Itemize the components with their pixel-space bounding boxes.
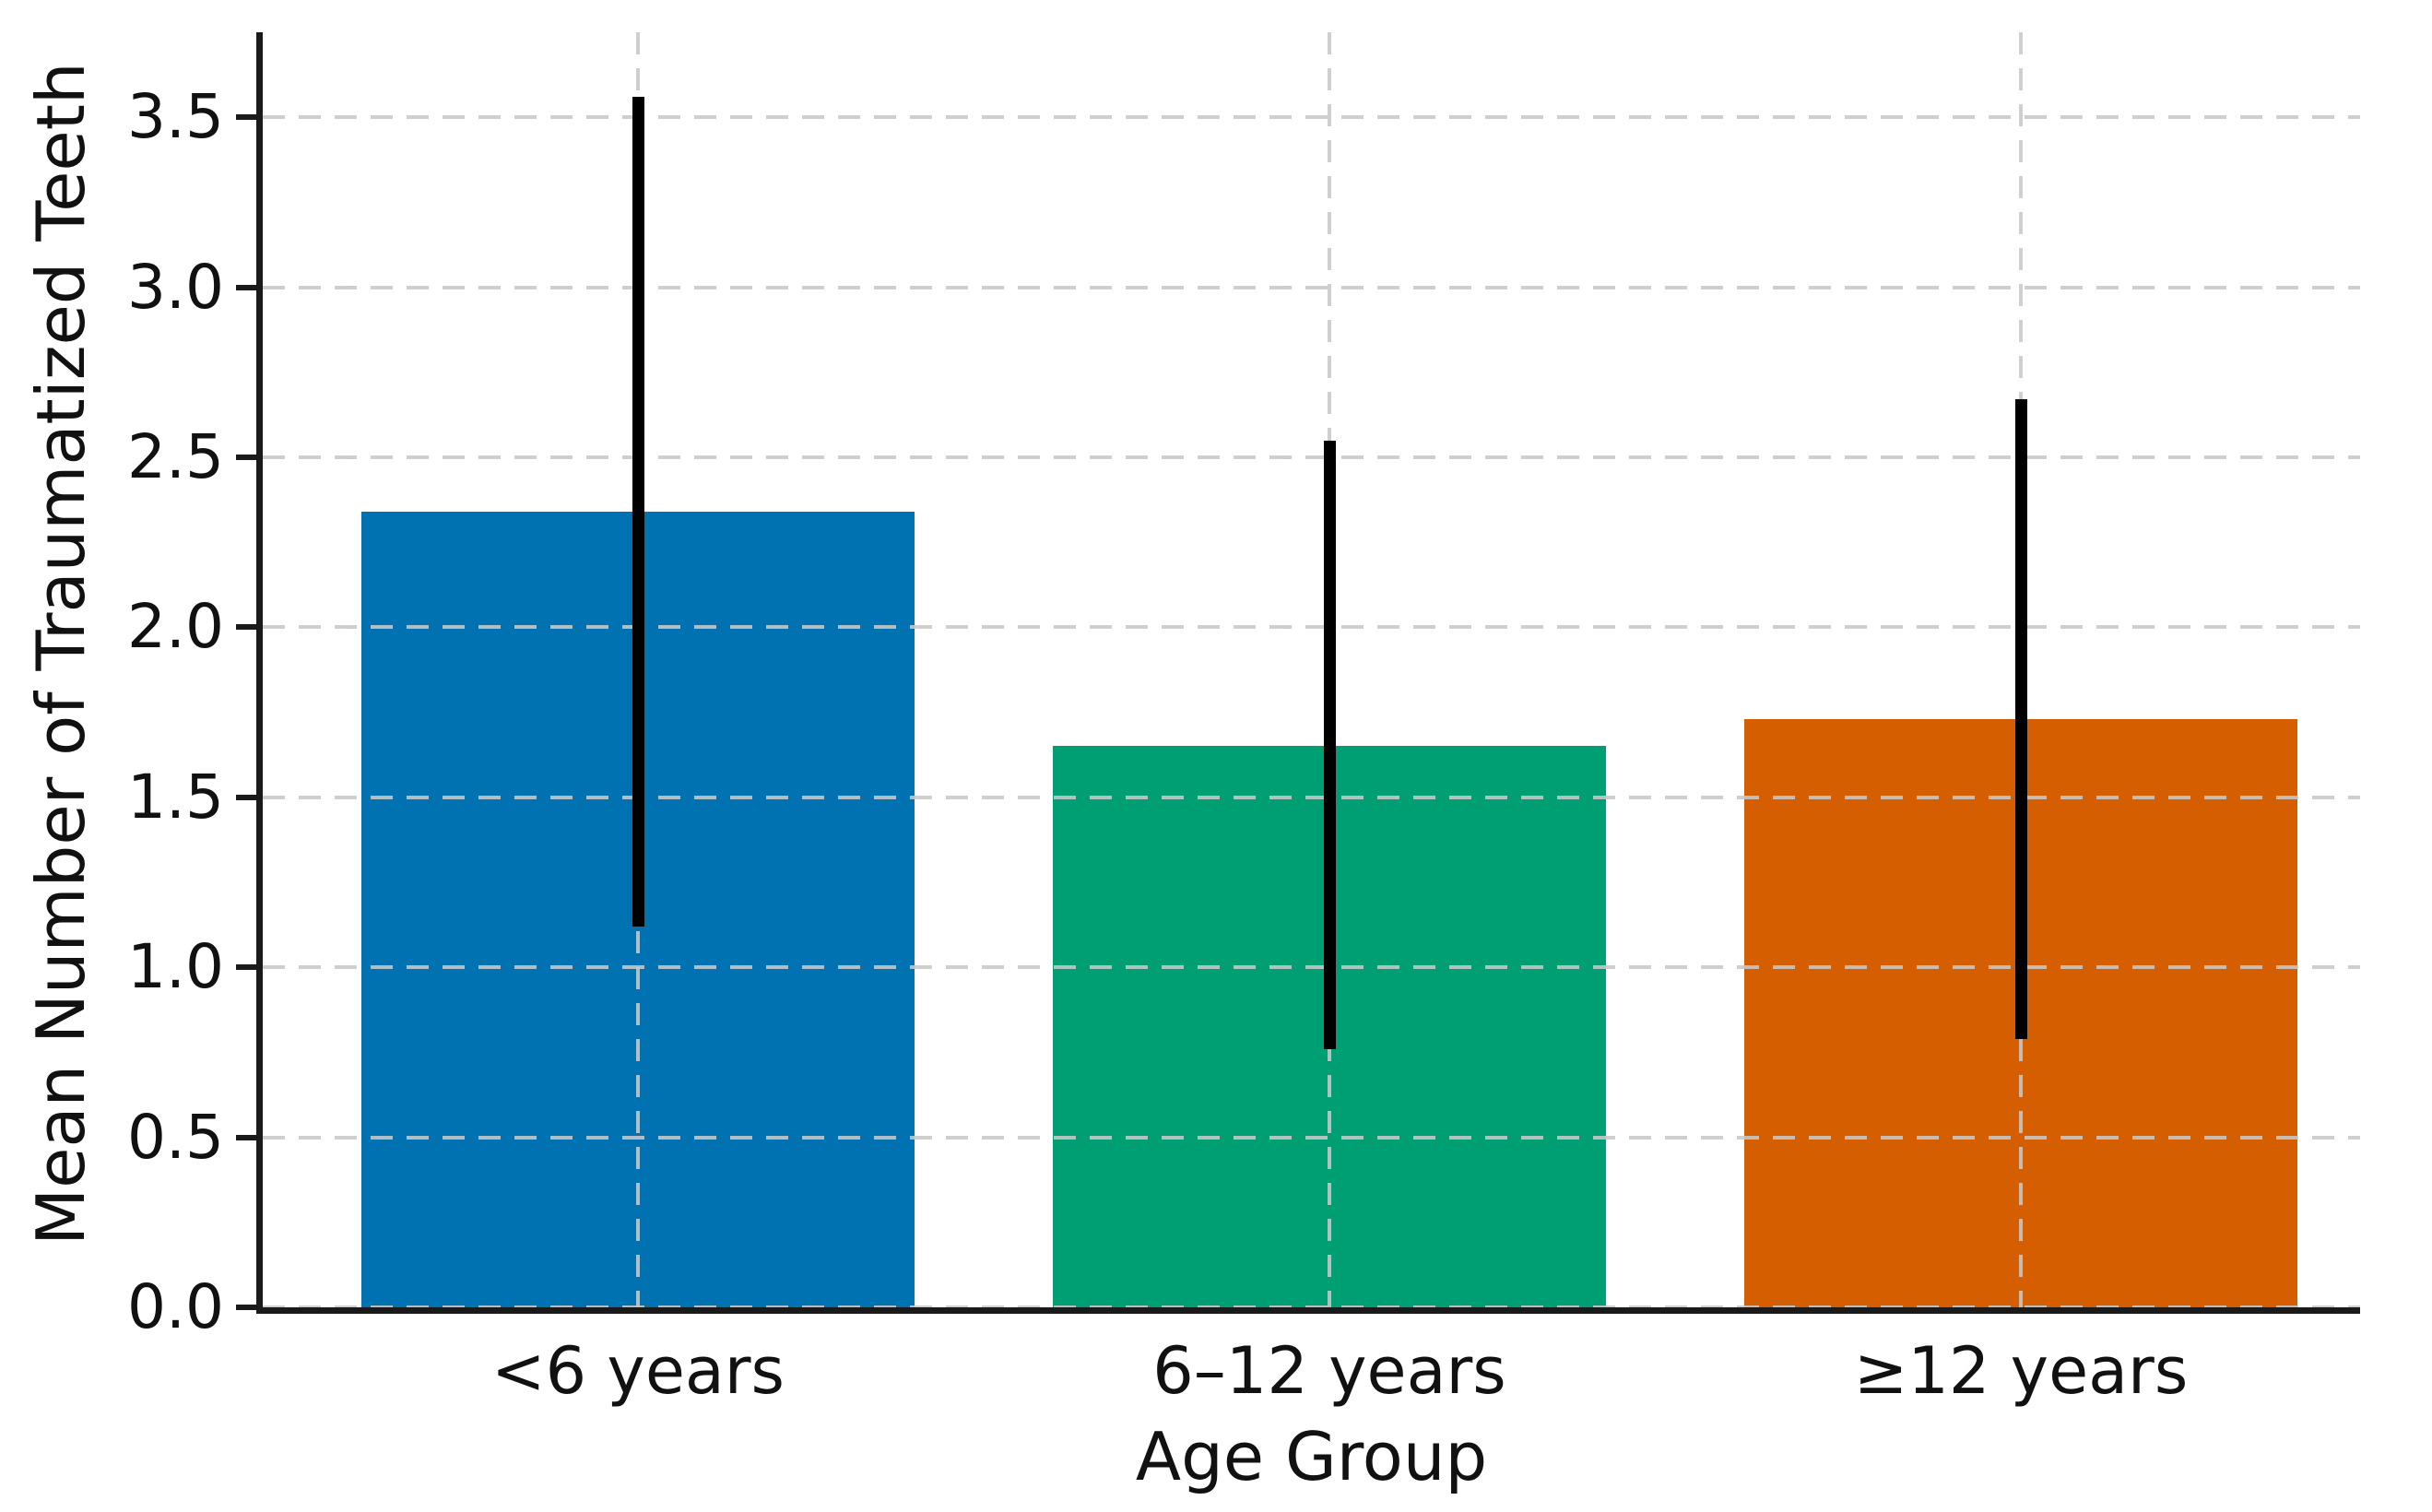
- plot-area: 0.0 0.5 1.0 1.5 2.0 2.5 3.0 3.5 <6 years 6–12 yea…: [127, 32, 2360, 1405]
- h-gridline-1.5: [263, 795, 2360, 799]
- x-category-label-2: 6–12 years: [1152, 1333, 1506, 1409]
- h-gridline-3.0: [263, 285, 2360, 289]
- y-tick-2.0: [236, 624, 256, 631]
- y-axis-title: Mean Number of Traumatized Teeth: [22, 62, 100, 1246]
- y-tick-label-1.5: 1.5: [127, 761, 224, 833]
- x-axis-spine: [256, 1307, 2360, 1314]
- y-tick-label-2.0: 2.0: [127, 591, 224, 663]
- y-tick-label-1.0: 1.0: [127, 931, 224, 1003]
- h-gridline-2.0: [263, 625, 2360, 630]
- y-tick-label-0.5: 0.5: [127, 1101, 224, 1173]
- y-tick-0.5: [236, 1134, 256, 1140]
- y-tick-label-0.0: 0.0: [127, 1271, 224, 1342]
- h-gridline-3.5: [263, 115, 2360, 120]
- error-bar-2: [1323, 440, 1336, 1049]
- x-axis-title: Age Group: [1135, 1418, 1488, 1495]
- y-tick-3.0: [236, 284, 256, 290]
- x-category-label-1: <6 years: [490, 1333, 785, 1409]
- y-tick-3.5: [236, 114, 256, 121]
- y-tick-label-3.5: 3.5: [127, 81, 224, 153]
- y-tick-label-2.5: 2.5: [127, 421, 224, 492]
- y-tick-label-3.0: 3.0: [127, 251, 224, 323]
- y-tick-1.5: [236, 794, 256, 800]
- error-bar-3: [2014, 399, 2027, 1039]
- h-gridline-2.5: [263, 455, 2360, 459]
- y-tick-0.0: [236, 1305, 256, 1310]
- error-bar-1: [632, 97, 644, 927]
- x-category-label-3: ≥12 years: [1853, 1333, 2189, 1409]
- error-bars-layer: [263, 32, 2360, 1307]
- axes-layer: 0.0 0.5 1.0 1.5 2.0 2.5 3.0 3.5 <6 years 6–12 yea…: [127, 32, 2360, 1405]
- h-gridline-0.5: [263, 1135, 2360, 1140]
- h-gridline-1.0: [263, 965, 2360, 970]
- y-tick-2.5: [236, 455, 256, 460]
- y-tick-1.0: [236, 964, 256, 971]
- y-axis-spine: [256, 32, 263, 1314]
